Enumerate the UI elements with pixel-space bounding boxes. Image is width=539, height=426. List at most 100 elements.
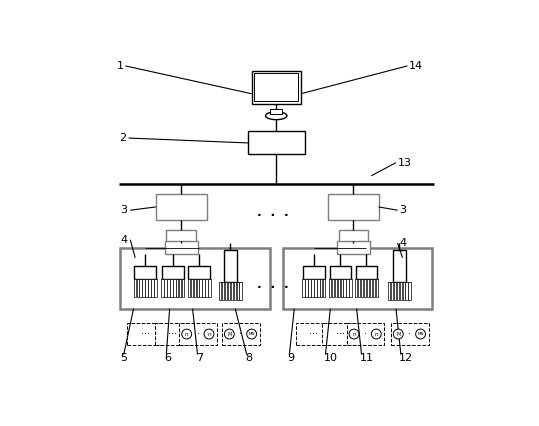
Bar (393, 250, 406, 282)
Circle shape (247, 329, 257, 339)
Bar (335, 279, 337, 297)
Bar (127, 323, 162, 345)
Bar (358, 279, 360, 297)
Circle shape (416, 329, 425, 339)
Bar (337, 279, 340, 297)
Text: ···: ··· (336, 329, 345, 339)
Bar (341, 279, 343, 297)
Circle shape (371, 329, 381, 339)
Bar (155, 323, 189, 345)
Circle shape (182, 329, 191, 339)
Bar (134, 266, 156, 279)
Bar (322, 323, 357, 345)
Bar (176, 279, 178, 297)
Bar (391, 282, 393, 300)
Text: 9: 9 (288, 353, 295, 363)
Bar (376, 279, 378, 297)
Bar (151, 279, 154, 297)
Bar (317, 279, 320, 297)
Bar (225, 282, 227, 300)
Text: 4: 4 (120, 235, 128, 245)
Text: 13: 13 (398, 158, 412, 168)
Text: ·: · (408, 329, 411, 339)
Bar (329, 279, 331, 297)
Bar (397, 282, 399, 300)
Text: ···: ··· (141, 329, 149, 339)
Circle shape (224, 329, 234, 339)
Text: 7: 7 (196, 353, 203, 363)
Text: п: п (352, 331, 356, 337)
Bar (370, 279, 372, 297)
Text: 10: 10 (324, 353, 338, 363)
Bar (140, 279, 142, 297)
Bar (191, 279, 193, 297)
Bar (120, 248, 270, 308)
Bar (302, 279, 305, 297)
Bar (188, 279, 190, 297)
Bar (303, 266, 324, 279)
Text: п: п (375, 331, 378, 337)
Text: 6: 6 (165, 353, 172, 363)
Bar (179, 279, 182, 297)
Text: ·: · (197, 329, 199, 339)
Text: M: M (396, 331, 400, 337)
Text: 4: 4 (399, 238, 406, 248)
Text: 11: 11 (360, 353, 374, 363)
Text: ·  ·  ·: · · · (257, 281, 289, 294)
Text: MN: MN (248, 332, 255, 336)
Text: п: п (207, 331, 211, 337)
Bar (405, 282, 408, 300)
Bar (347, 279, 349, 297)
Bar (134, 279, 136, 297)
Bar (219, 282, 221, 300)
Bar (205, 279, 208, 297)
Bar (231, 282, 233, 300)
Bar (328, 194, 379, 220)
Bar (224, 250, 237, 282)
Text: MN: MN (417, 332, 424, 336)
Bar (227, 282, 230, 300)
Bar (296, 323, 330, 345)
Bar (146, 279, 148, 297)
Bar (367, 279, 369, 297)
Bar (347, 323, 384, 345)
Bar (343, 279, 346, 297)
Bar (173, 279, 176, 297)
Text: 3: 3 (120, 205, 127, 215)
Text: ·: · (364, 329, 367, 339)
Bar (148, 279, 150, 297)
Bar (271, 109, 282, 115)
Bar (338, 230, 368, 243)
Bar (314, 279, 316, 297)
Text: M: M (227, 331, 231, 337)
Bar (194, 279, 196, 297)
Text: 1: 1 (117, 61, 124, 71)
Text: 14: 14 (409, 61, 423, 71)
Bar (222, 282, 224, 300)
Bar (331, 279, 334, 297)
Bar (349, 279, 351, 297)
Bar (162, 279, 164, 297)
Text: п: п (185, 331, 189, 337)
Bar (197, 279, 199, 297)
Text: ·: · (239, 329, 243, 339)
Bar (306, 279, 308, 297)
Bar (222, 323, 260, 345)
Bar (254, 73, 298, 101)
Bar (356, 266, 377, 279)
Bar (237, 282, 239, 300)
Bar (372, 279, 375, 297)
Bar (320, 279, 322, 297)
Bar (409, 282, 411, 300)
Bar (391, 323, 429, 345)
Bar (308, 279, 310, 297)
Bar (364, 279, 366, 297)
Bar (337, 242, 370, 254)
Bar (209, 279, 211, 297)
Circle shape (349, 329, 359, 339)
Bar (179, 323, 217, 345)
Bar (403, 282, 405, 300)
Text: ···: ··· (309, 329, 319, 339)
Bar (154, 279, 156, 297)
Text: 8: 8 (245, 353, 252, 363)
